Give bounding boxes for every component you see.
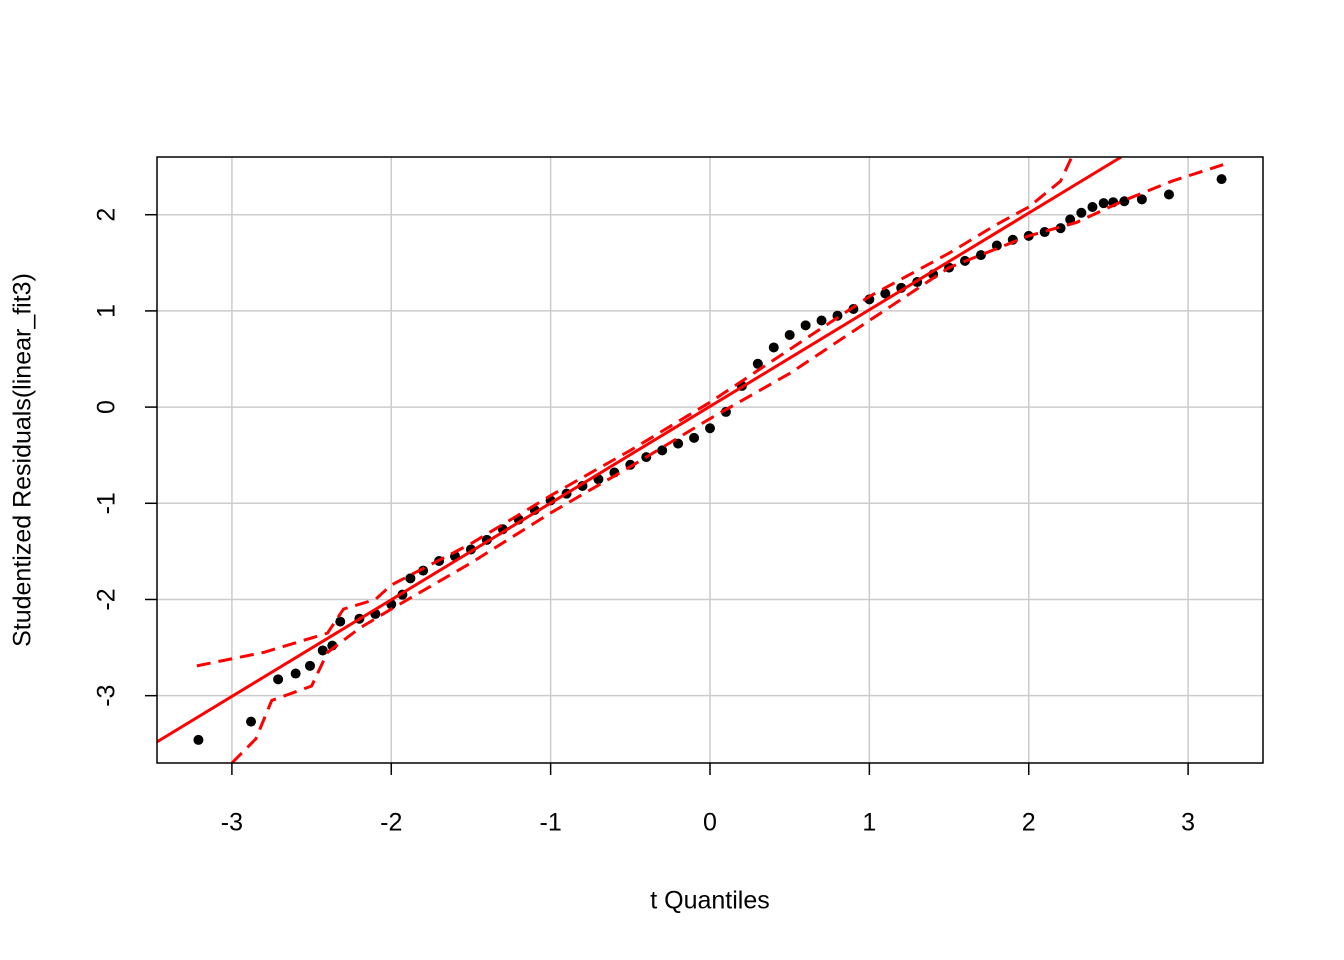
x-tick-label: 0 bbox=[703, 809, 717, 837]
point bbox=[317, 645, 328, 656]
point bbox=[335, 616, 346, 627]
y-tick-label: -2 bbox=[93, 588, 121, 610]
y-tick-label: -1 bbox=[93, 492, 121, 514]
x-tick-label: -2 bbox=[380, 809, 402, 837]
point bbox=[1076, 207, 1087, 218]
point bbox=[1216, 174, 1227, 185]
x-tick-label: 3 bbox=[1181, 809, 1195, 837]
point bbox=[1119, 196, 1130, 207]
y-tick-label: 0 bbox=[93, 400, 121, 414]
x-tick-label: -1 bbox=[540, 809, 562, 837]
point bbox=[705, 423, 715, 434]
axes: -3 -2 -1 0 1 2 3 -3 -2 -1 0 1 2 bbox=[93, 208, 1195, 837]
envelope-line bbox=[230, 163, 1224, 763]
y-tick-label: 2 bbox=[93, 208, 121, 222]
point bbox=[1098, 198, 1109, 209]
y-axis-label: Studentized Residuals(linear_fit3) bbox=[9, 273, 37, 647]
plot-area bbox=[157, 157, 1227, 763]
envelope-line bbox=[196, 157, 1074, 668]
point bbox=[689, 432, 700, 443]
point bbox=[673, 438, 684, 449]
point bbox=[304, 660, 315, 671]
y-tick-label: -3 bbox=[93, 685, 121, 707]
reference-line bbox=[157, 157, 1122, 744]
point bbox=[1087, 202, 1098, 213]
point bbox=[1163, 189, 1174, 200]
x-tick-label: 1 bbox=[862, 809, 876, 837]
point bbox=[816, 315, 827, 326]
x-tick-label: -3 bbox=[221, 809, 243, 837]
point bbox=[657, 445, 668, 456]
x-axis-label: t Quantiles bbox=[650, 887, 770, 915]
point bbox=[784, 329, 795, 340]
point bbox=[880, 288, 891, 299]
point bbox=[768, 342, 779, 353]
grid bbox=[157, 157, 1263, 763]
point bbox=[1055, 223, 1066, 234]
point bbox=[800, 320, 811, 331]
y-tick-label: 1 bbox=[93, 304, 121, 318]
point bbox=[1039, 227, 1050, 238]
point bbox=[1136, 194, 1147, 205]
point bbox=[290, 668, 301, 679]
point bbox=[193, 734, 204, 745]
point bbox=[405, 573, 416, 584]
point bbox=[273, 674, 284, 685]
point bbox=[752, 358, 763, 369]
point bbox=[246, 716, 257, 727]
x-tick-label: 2 bbox=[1022, 809, 1036, 837]
